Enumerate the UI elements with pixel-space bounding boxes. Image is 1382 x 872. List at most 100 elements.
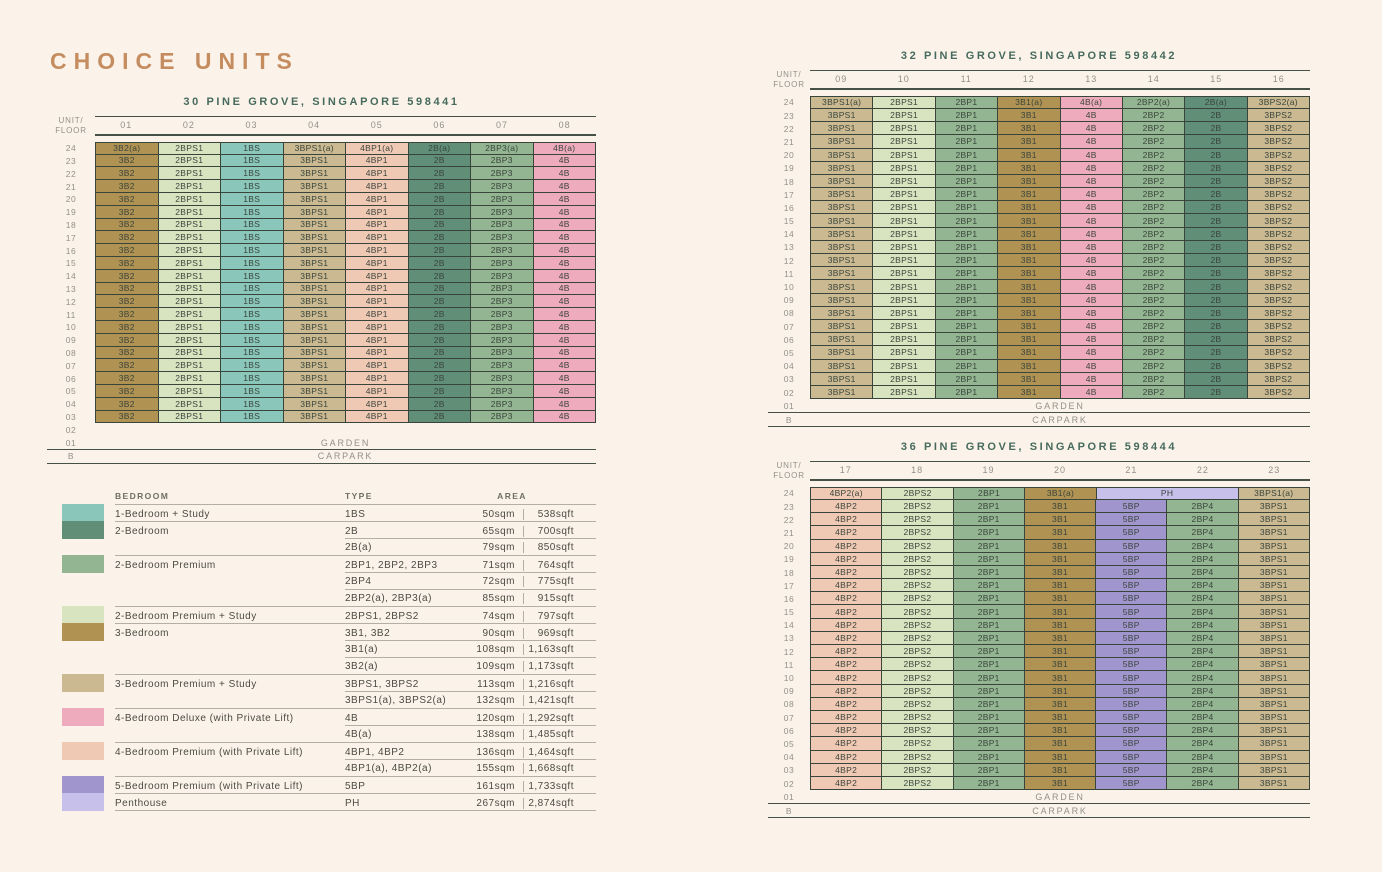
legend-row: 3B2(a) 109sqm 1,173sqft	[62, 657, 596, 674]
unit-cell: 2BP3	[471, 167, 534, 181]
floor-label: 24	[783, 488, 795, 499]
unit-cell: 2B	[408, 154, 471, 168]
floor-row: 17 3BPS1 2BPS1 2BP1 3B1 4B 2BP2 2B 3BPS2	[768, 188, 1310, 202]
unit-cell: 2BPS2	[882, 592, 954, 606]
column-header: 11	[960, 74, 972, 85]
unit-cell: 4B	[1060, 254, 1123, 268]
unit-cells: 3B2 2BPS1 1BS 3BPS1 4BP1 2B 2BP3 4B	[95, 180, 596, 193]
column-header: 15	[1210, 74, 1223, 85]
unit-cell: 2BP3	[471, 154, 534, 168]
floor-row: 11 3B2 2BPS1 1BS 3BPS1 4BP1 2B 2BP3 4B	[47, 308, 596, 321]
unit-cell: 4B	[1060, 372, 1123, 386]
unit-cell: 2BP2	[1122, 254, 1186, 268]
sqm-value: 50sqm	[450, 504, 515, 523]
unit-cell: 4B	[1060, 108, 1123, 123]
level-note-row: 01 GARDEN	[768, 790, 1310, 805]
unit-cell: 2BP2	[1122, 108, 1186, 123]
unit-cell: 2BPS2	[882, 565, 954, 580]
floor-row: 18 3BPS1 2BPS1 2BP1 3B1 4B 2BP2 2B 3BPS2	[768, 174, 1310, 189]
sqft-value: 1,292sqft	[528, 708, 574, 727]
unit-cell: 3BPS1	[1238, 776, 1310, 791]
unit-cell: 2BP1	[953, 776, 1025, 791]
floor-row: 04 3BPS1 2BPS1 2BP1 3B1 4B 2BP2 2B 3BPS2	[768, 359, 1310, 373]
unit-cell: 2B	[1185, 254, 1248, 268]
unit-cells: 4BP2 2BPS2 2BP1 3B1 5BP 2BP4 3BPS1	[810, 618, 1310, 632]
unit-cell: 4B	[1060, 148, 1123, 162]
color-swatch	[62, 504, 104, 522]
unit-cell: 2BPS2	[882, 671, 954, 685]
legend-swatch-cell	[62, 793, 104, 811]
unit-cell: 2BP1	[953, 645, 1025, 659]
unit-cell: 4B	[533, 192, 596, 206]
floor-label: 12	[65, 296, 77, 307]
unit-cell: 3B2	[95, 346, 159, 360]
unit-cell: 3BPS1	[283, 372, 346, 385]
area-divider	[515, 691, 531, 709]
unit-cell: 5BP	[1096, 671, 1168, 685]
unit-cell: 4BP1	[346, 384, 409, 398]
floor-label: 03	[783, 765, 795, 776]
unit-cell: 2B	[1185, 346, 1248, 360]
unit-cell: 2BP2	[1122, 240, 1186, 255]
unit-cell: 4BP2	[810, 513, 883, 527]
unit-cell: 3BPS1	[1238, 513, 1310, 527]
unit-cell: 2BP1	[953, 697, 1025, 711]
unit-cell: 3BPS2	[1247, 122, 1310, 136]
legend-row: 2-Bedroom 2B 65sqm 700sqft	[62, 521, 596, 540]
area-divider	[515, 759, 531, 777]
floor-row: 23 3B2 2BPS1 1BS 3BPS1 4BP1 2B 2BP3 4B	[47, 154, 596, 168]
legend-gap	[104, 521, 115, 539]
unit-cell: 3BPS1	[1238, 763, 1310, 777]
floor-label: 09	[783, 295, 795, 306]
unit-cell: 4BP1	[346, 256, 409, 270]
unit-cell: 2BP1	[953, 724, 1025, 738]
unit-cell: 2BPS2	[882, 710, 954, 725]
unit-cell: 2BPS2	[882, 684, 954, 698]
unit-cell: 2BPS1	[158, 192, 221, 206]
unit-cell: 3BPS1	[810, 174, 874, 189]
unit-cells: 3B2 2BPS1 1BS 3BPS1 4BP1 2B 2BP3 4B	[95, 359, 596, 373]
floor-row: 15 4BP2 2BPS2 2BP1 3B1 5BP 2BP4 3BPS1	[768, 605, 1310, 619]
unit-cell: 3BPS1	[810, 280, 874, 294]
floor-row: 24 3BPS1(a) 2BPS1 2BP1 3B1(a) 4B(a) 2BP2(a) 2B(…	[768, 95, 1310, 109]
floor-label: 08	[65, 347, 77, 358]
floor-rows: 24 3B2(a) 2BPS1 1BS 3BPS1(a) 4BP1(a) 2B(a) 2BP3…	[47, 141, 596, 464]
floor-label: 06	[65, 373, 77, 384]
sqft-value: 764sqft	[531, 555, 574, 574]
legend-row: 2B(a) 79sqm 850sqft	[62, 538, 596, 555]
legend-row-tail	[574, 606, 596, 625]
unit-cell: 5BP	[1096, 737, 1168, 751]
unit-cell: 3B1	[1024, 539, 1097, 553]
unit-cell: 2BP3	[471, 269, 534, 283]
floor-row: 06 3B2 2BPS1 1BS 3BPS1 4BP1 2B 2BP3 4B	[47, 372, 596, 385]
sqm-value: 113sqm	[450, 674, 515, 693]
unit-cells: 3BPS1 2BPS1 2BP1 3B1 4B 2BP2 2B 3BPS2	[810, 385, 1310, 400]
unit-cell: 1BS	[221, 295, 284, 309]
unit-cell: 1BS	[221, 282, 284, 296]
floor-label: 21	[783, 136, 795, 147]
unit-cell: 2BP1	[935, 135, 999, 149]
unit-cell: 2BPS1	[158, 320, 221, 334]
unit-cell: 3B1	[998, 214, 1061, 228]
floor-label: 09	[783, 686, 795, 697]
unit-cells: 3B2 2BPS1 1BS 3BPS1 4BP1 2B 2BP3 4B	[95, 308, 596, 321]
unit-cell: 3B2	[95, 154, 159, 168]
sqm-value: 72sqm	[450, 572, 515, 590]
unit-cell: 2BP3	[471, 244, 534, 257]
unit-cells: 4BP2 2BPS2 2BP1 3B1 5BP 2BP4 3BPS1	[810, 750, 1310, 764]
area-divider	[515, 521, 531, 540]
bedroom-label	[115, 759, 345, 776]
bedroom-label	[115, 657, 345, 674]
legend-gap	[104, 623, 115, 641]
legend-row: 4B(a) 138sqm 1,485sqft	[62, 725, 596, 742]
floor-label: 10	[65, 322, 77, 333]
floor-label: B	[785, 414, 793, 425]
unit-cell: 2BP1	[935, 254, 999, 268]
unit-cell: 1BS	[221, 372, 284, 385]
floor-label: 23	[783, 501, 795, 512]
unit-cell: 2B	[408, 346, 471, 360]
unit-cell: 3B1	[1024, 750, 1097, 764]
unit-cell: 2BP1	[935, 333, 999, 347]
unit-cell: 2BP4	[1167, 552, 1239, 566]
unit-cell: 4BP1	[346, 192, 409, 206]
